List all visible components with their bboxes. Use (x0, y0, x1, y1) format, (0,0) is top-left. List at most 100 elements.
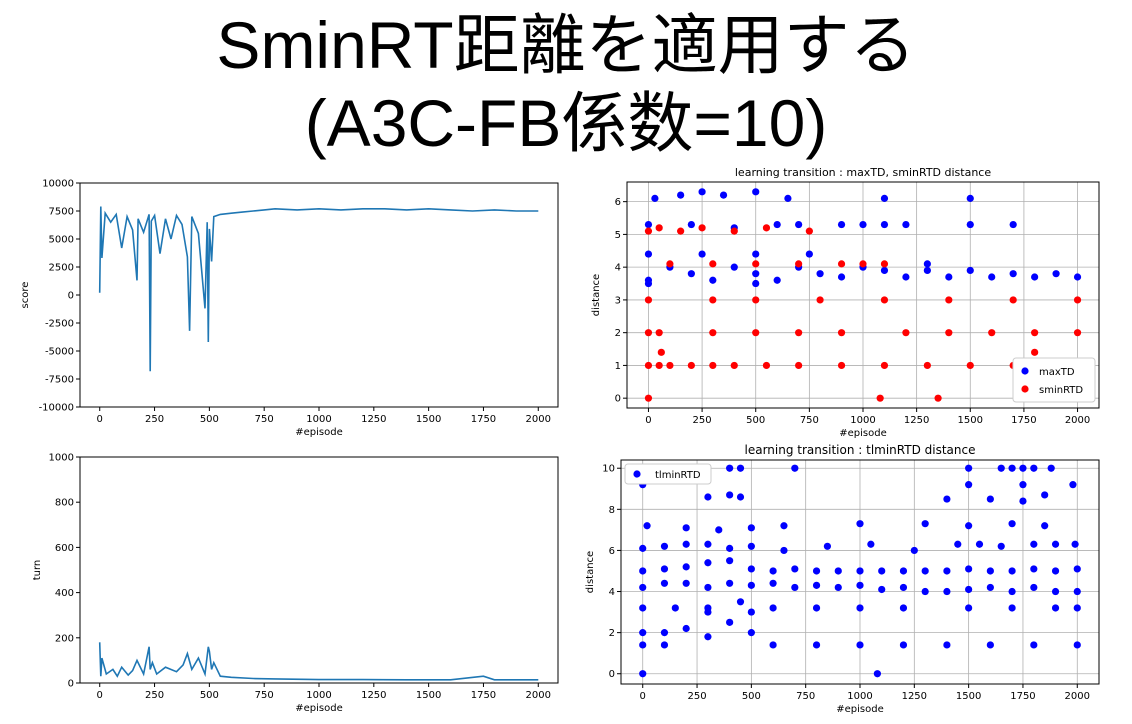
data-point-maxtd (837, 273, 846, 281)
data-point-tlminrtd (812, 604, 821, 612)
data-point-tlminrtd (965, 464, 973, 472)
x-tick-label: 1750 (471, 690, 496, 701)
data-point-tlminrtd (1019, 497, 1027, 505)
data-point-maxtd (923, 266, 931, 275)
x-tick-label: 1750 (1011, 415, 1036, 426)
data-point-tlminrtd (1019, 481, 1027, 489)
data-point-tlminrtd (639, 670, 647, 678)
data-point-tlminrtd (867, 540, 875, 548)
data-point-sminrtd (655, 361, 663, 370)
data-point-tlminrtd (921, 567, 929, 575)
data-point-tlminrtd (1047, 464, 1055, 472)
slide-title-line-2: (A3C-FB係数=10) (304, 86, 828, 160)
x-axis-label: #episode (295, 427, 343, 438)
data-point-tlminrtd (899, 604, 908, 612)
data-point-sminrtd (752, 260, 760, 268)
y-tick-label: 2 (615, 328, 621, 339)
data-point-tlminrtd (834, 567, 842, 575)
data-point-sminrtd (902, 329, 910, 337)
data-point-tlminrtd (747, 581, 755, 589)
x-tick-label: 750 (255, 690, 274, 701)
y-tick-label: 800 (55, 498, 74, 509)
data-point-tlminrtd (726, 557, 734, 565)
data-point-tlminrtd (671, 604, 679, 612)
data-point-tlminrtd (704, 559, 712, 567)
data-point-tlminrtd (726, 491, 734, 499)
data-point-tlminrtd (1071, 540, 1079, 548)
data-point-sminrtd (644, 227, 653, 235)
data-point-sminrtd (837, 361, 846, 370)
y-tick-label: 7500 (49, 207, 74, 218)
data-point-tlminrtd (1051, 587, 1060, 596)
plot-frame (79, 182, 559, 408)
x-tick-label: 1750 (471, 414, 496, 425)
data-point-tlminrtd (1030, 464, 1038, 472)
y-tick-label: 1 (615, 361, 621, 372)
data-point-maxtd (773, 276, 781, 284)
data-point-maxtd (837, 220, 846, 229)
data-point-tlminrtd (943, 641, 951, 649)
x-tick-label: 1250 (904, 415, 929, 426)
data-point-sminrtd (837, 329, 846, 337)
data-point-sminrtd (859, 260, 867, 268)
x-tick-label: 250 (145, 414, 164, 425)
data-point-sminrtd (655, 224, 663, 232)
y-tick-label: 6 (609, 546, 615, 557)
x-tick-label: 1250 (361, 690, 386, 701)
x-tick-label: 2000 (1065, 415, 1090, 426)
data-point-sminrtd (1031, 348, 1039, 356)
x-tick-label: 0 (645, 415, 651, 426)
data-point-tlminrtd (834, 583, 842, 592)
y-tick-label: 0 (609, 669, 615, 680)
x-tick-label: 500 (200, 690, 219, 701)
x-tick-label: 1000 (306, 690, 331, 701)
x-axis-label: #episode (295, 703, 343, 714)
data-point-sminrtd (752, 329, 760, 337)
data-point-tlminrtd (704, 493, 712, 501)
data-point-tlminrtd (639, 583, 647, 592)
data-point-tlminrtd (704, 604, 712, 612)
data-point-tlminrtd (726, 618, 734, 626)
turn-line-chart: 0 250 500 750 1000 1250 1500 1750 2000 0 200 400 600… (32, 453, 559, 714)
x-tick-label: 0 (97, 690, 103, 701)
data-point-tlminrtd (726, 544, 734, 552)
data-point-tlminrtd (954, 540, 962, 548)
x-tick-label: 1000 (850, 415, 875, 426)
data-point-sminrtd (945, 329, 953, 337)
data-point-tlminrtd (1008, 567, 1016, 575)
data-point-maxtd (805, 250, 813, 258)
x-tick-label: 1500 (956, 691, 981, 702)
y-tick-label: 5 (615, 230, 621, 241)
legend-marker-tlminrtd (633, 470, 641, 478)
data-point-tlminrtd (747, 565, 755, 573)
data-point-sminrtd (666, 361, 674, 370)
data-point-maxtd (644, 250, 653, 258)
slide-title-line-1: SminRT距離を適用する (216, 8, 916, 82)
data-point-sminrtd (709, 361, 717, 370)
x-tick-label: 750 (800, 415, 819, 426)
data-point-tlminrtd (682, 563, 690, 571)
tlminrtd-scatter-chart: 0 250 500 750 1000 1250 1500 1750 2000 0 2 4 6 8 10 #ep… (585, 443, 1100, 715)
chart-title: learning transition : maxTD, sminRTD dis… (735, 166, 991, 179)
data-point-maxtd (880, 220, 889, 229)
data-point-tlminrtd (921, 520, 929, 528)
data-point-tlminrtd (747, 629, 755, 637)
data-point-sminrtd (816, 296, 824, 304)
x-tick-label: 0 (97, 414, 103, 425)
data-point-maxtd (752, 279, 760, 288)
data-point-maxtd (1031, 273, 1039, 281)
data-point-maxtd (752, 250, 760, 258)
data-point-maxtd (752, 188, 760, 196)
data-point-sminrtd (795, 361, 803, 370)
data-point-tlminrtd (1030, 583, 1038, 592)
data-point-tlminrtd (1008, 464, 1016, 472)
data-point-sminrtd (1073, 329, 1082, 337)
data-point-sminrtd (923, 361, 931, 370)
data-point-tlminrtd (736, 598, 745, 606)
x-tick-label: 2000 (526, 414, 551, 425)
data-point-maxtd (651, 194, 659, 202)
legend-marker-sminrtd (1021, 385, 1029, 393)
data-point-tlminrtd (997, 542, 1005, 550)
series-line (98, 206, 539, 372)
data-point-sminrtd (880, 361, 889, 370)
